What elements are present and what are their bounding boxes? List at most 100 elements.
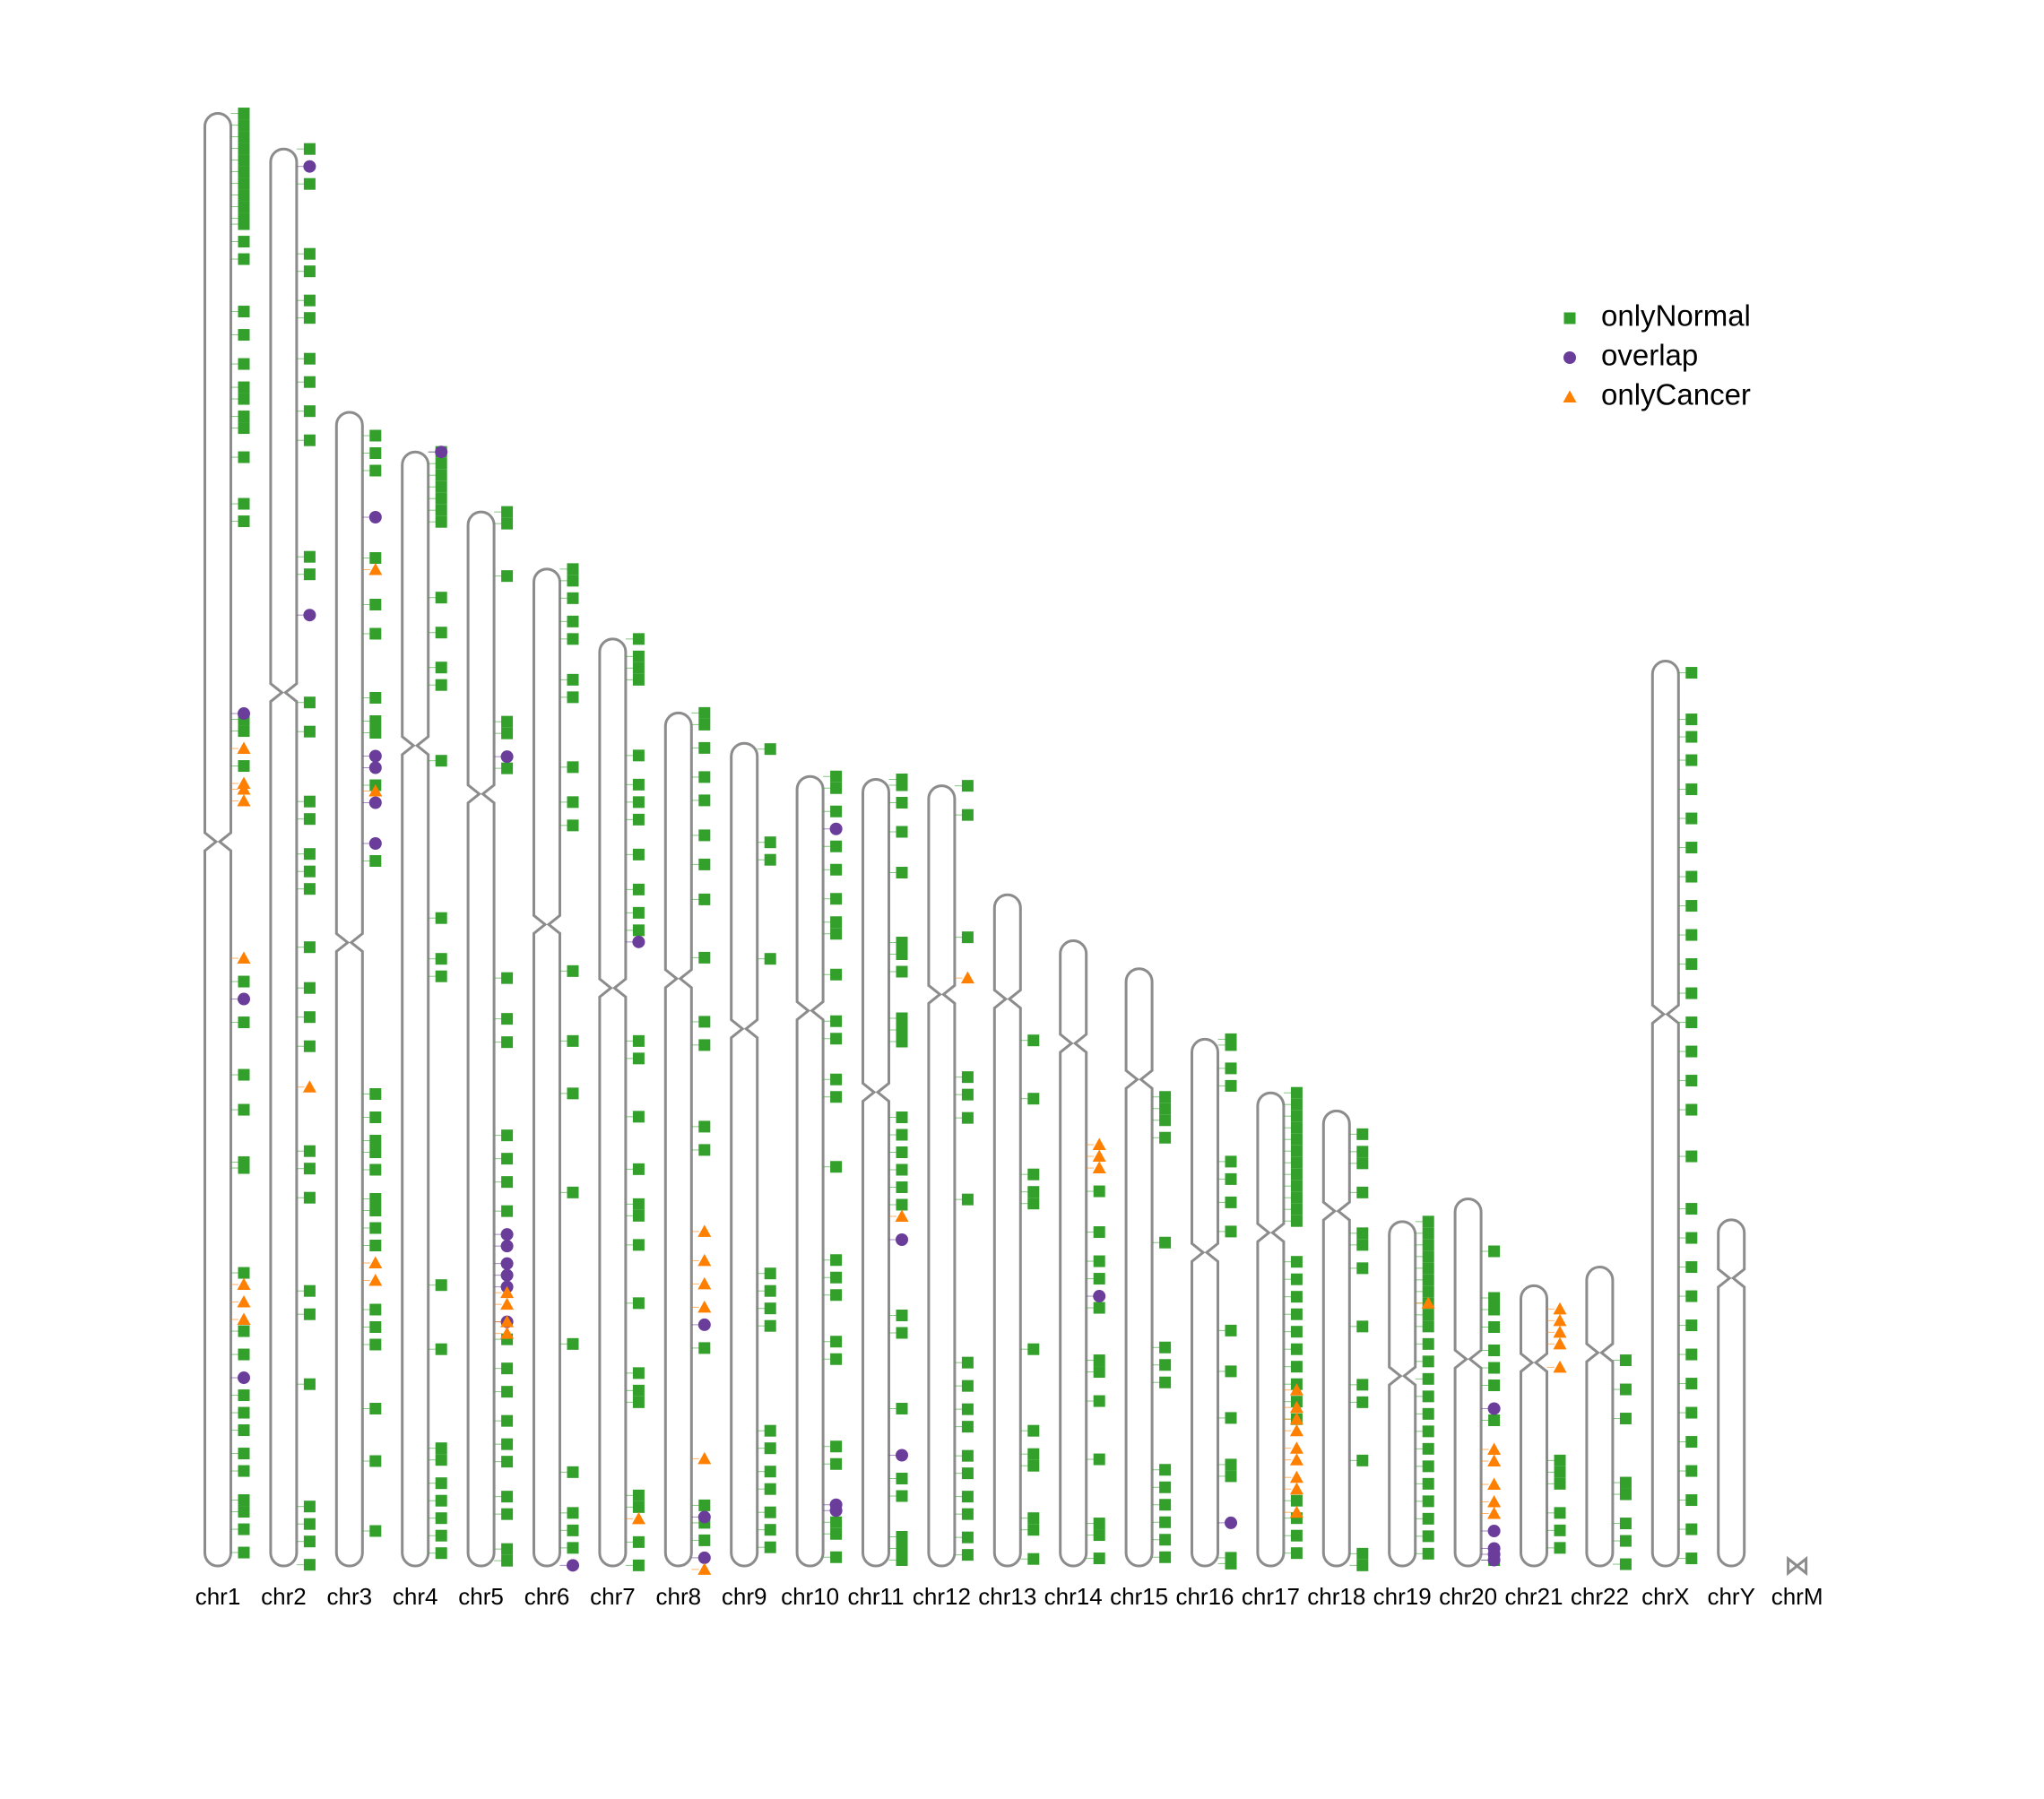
marker bbox=[1487, 1553, 1501, 1567]
chromosome-label: chr11 bbox=[847, 1583, 904, 1610]
marker bbox=[238, 1068, 250, 1081]
marker bbox=[501, 1491, 514, 1503]
marker bbox=[698, 951, 711, 964]
marker bbox=[567, 819, 579, 832]
chromosome bbox=[795, 774, 825, 1568]
marker bbox=[1685, 1203, 1698, 1215]
marker bbox=[961, 931, 974, 944]
chromosome bbox=[1787, 1555, 1808, 1577]
marker bbox=[368, 749, 382, 763]
marker bbox=[1290, 1121, 1303, 1134]
chromosome bbox=[1453, 1198, 1483, 1568]
chromosome bbox=[1191, 1037, 1219, 1568]
marker bbox=[237, 794, 251, 807]
marker bbox=[896, 867, 908, 878]
chromosome bbox=[204, 112, 232, 1568]
marker bbox=[567, 796, 579, 809]
marker bbox=[238, 760, 250, 773]
marker bbox=[501, 1153, 514, 1165]
marker bbox=[1159, 1359, 1172, 1371]
chromosome-label: chr18 bbox=[1307, 1583, 1365, 1610]
chromosome-label: chrY bbox=[1707, 1583, 1754, 1610]
marker bbox=[1685, 731, 1698, 743]
marker bbox=[1027, 1448, 1040, 1460]
marker bbox=[1093, 1290, 1106, 1303]
marker bbox=[961, 1491, 974, 1503]
marker bbox=[1488, 1362, 1501, 1374]
marker bbox=[632, 848, 645, 861]
marker bbox=[896, 1449, 908, 1462]
marker bbox=[830, 1336, 843, 1348]
marker bbox=[238, 1103, 250, 1116]
marker bbox=[896, 1543, 908, 1554]
marker bbox=[435, 492, 447, 505]
marker bbox=[369, 1455, 382, 1467]
marker bbox=[1553, 1360, 1567, 1373]
marker bbox=[1685, 1150, 1698, 1163]
marker bbox=[1488, 1245, 1501, 1258]
marker bbox=[1619, 1413, 1632, 1425]
marker bbox=[1685, 1045, 1698, 1058]
marker bbox=[567, 1542, 579, 1554]
marker bbox=[567, 1466, 579, 1478]
chromosome-label: chr16 bbox=[1175, 1583, 1234, 1610]
marker bbox=[369, 1403, 382, 1414]
marker bbox=[1289, 1423, 1303, 1437]
marker bbox=[698, 794, 711, 807]
marker bbox=[500, 1240, 514, 1253]
chromosome bbox=[1717, 1218, 1746, 1568]
marker bbox=[368, 784, 383, 797]
marker bbox=[238, 381, 250, 394]
chromosome bbox=[1388, 1220, 1417, 1568]
marker bbox=[1159, 1534, 1172, 1546]
chromosome-label: chr2 bbox=[261, 1583, 307, 1610]
marker bbox=[764, 1541, 776, 1553]
marker bbox=[435, 469, 447, 481]
marker bbox=[961, 1193, 974, 1206]
marker bbox=[1563, 312, 1576, 324]
marker bbox=[501, 1386, 514, 1398]
marker bbox=[1356, 1186, 1369, 1198]
chromosome bbox=[1059, 939, 1088, 1568]
marker bbox=[764, 1319, 776, 1332]
marker bbox=[238, 975, 250, 988]
marker bbox=[501, 1554, 514, 1567]
marker bbox=[369, 1111, 382, 1123]
marker bbox=[896, 1473, 908, 1484]
chromosome-label: chr21 bbox=[1504, 1583, 1563, 1610]
marker bbox=[500, 1228, 514, 1241]
marker bbox=[435, 1343, 447, 1355]
marker bbox=[764, 1267, 776, 1280]
marker bbox=[238, 177, 250, 190]
marker bbox=[829, 1504, 843, 1518]
marker bbox=[501, 715, 514, 728]
marker bbox=[567, 964, 579, 977]
marker bbox=[238, 1371, 250, 1385]
marker bbox=[631, 1511, 645, 1525]
marker bbox=[896, 1403, 908, 1414]
marker bbox=[896, 797, 908, 809]
marker bbox=[961, 809, 974, 821]
marker bbox=[1159, 1481, 1172, 1493]
chromosome-label: chrX bbox=[1641, 1583, 1689, 1610]
marker bbox=[1027, 1343, 1040, 1355]
marker bbox=[896, 1111, 908, 1123]
marker bbox=[303, 160, 316, 173]
marker bbox=[1422, 1239, 1434, 1251]
marker bbox=[1356, 1227, 1369, 1240]
marker bbox=[1619, 1383, 1632, 1396]
marker bbox=[1290, 1291, 1303, 1303]
marker bbox=[1092, 1161, 1106, 1174]
marker bbox=[896, 779, 908, 791]
marker bbox=[369, 627, 382, 640]
marker bbox=[1225, 1196, 1237, 1208]
marker bbox=[1093, 1529, 1105, 1542]
marker bbox=[698, 1016, 711, 1028]
marker bbox=[1225, 1557, 1237, 1570]
marker bbox=[1487, 1507, 1502, 1519]
marker bbox=[1685, 1319, 1698, 1332]
marker bbox=[632, 796, 645, 809]
marker bbox=[1488, 1380, 1501, 1391]
marker bbox=[238, 1162, 250, 1174]
marker bbox=[632, 662, 645, 674]
